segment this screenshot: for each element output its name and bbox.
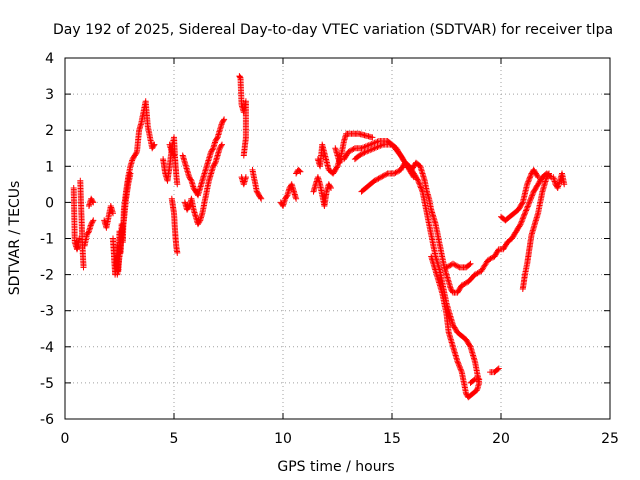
data-point-markers [332, 130, 376, 166]
data-point-markers [168, 195, 181, 256]
data-segment [498, 166, 542, 224]
x-tick-label: 0 [61, 431, 70, 447]
y-tick-label: -5 [40, 376, 54, 392]
x-tick-label: 20 [492, 431, 510, 447]
x-tick-label: 5 [170, 431, 179, 447]
x-tick-label: 10 [274, 431, 292, 447]
y-tick-label: 3 [45, 87, 54, 103]
y-tick-label: 2 [45, 123, 54, 139]
data-point-markers [179, 116, 228, 199]
data-point-markers [443, 260, 474, 271]
data-segment [487, 365, 502, 376]
data-point-markers [70, 185, 83, 253]
data-point-markers [181, 141, 225, 228]
data-segment [236, 73, 249, 159]
data-segment [81, 217, 97, 249]
data-segment [238, 174, 249, 188]
data-segment [86, 195, 97, 209]
y-axis-label: SDTVAR / TECUs [7, 181, 23, 296]
y-tick-label: 1 [45, 159, 54, 175]
data-point-markers [550, 170, 568, 191]
data-point-markers [293, 166, 304, 177]
data-point-markers [236, 73, 249, 159]
data-point-markers [519, 170, 552, 292]
data-segment [351, 141, 483, 401]
data-segment [277, 181, 300, 209]
data-segment [181, 141, 225, 228]
y-tick-label: -4 [40, 340, 54, 356]
data-point-markers [487, 365, 502, 376]
data-segment [168, 195, 181, 256]
data-point-markers [77, 177, 87, 271]
data-segment [101, 203, 116, 231]
y-tick-label: 4 [45, 51, 54, 67]
data-segment [467, 376, 483, 386]
data-point-markers [310, 174, 334, 209]
y-tick-label: 0 [45, 195, 54, 211]
data-segment [293, 166, 304, 177]
data-point-markers [249, 166, 265, 202]
x-tick-label: 25 [601, 431, 619, 447]
data-segment [77, 177, 87, 271]
data-segment [550, 170, 568, 191]
data-points [70, 73, 568, 401]
data-point-markers [277, 181, 300, 209]
data-point-markers [101, 203, 116, 231]
y-tick-label: -1 [40, 232, 54, 248]
data-point-markers [86, 195, 97, 209]
data-segment [70, 185, 83, 253]
x-tick-label: 15 [383, 431, 401, 447]
data-segment [249, 166, 265, 202]
x-axis-label: GPS time / hours [277, 459, 394, 475]
data-segment [519, 170, 552, 292]
data-point-markers [114, 170, 134, 278]
axis-ticks: 0 5 10 15 20 25 -6 -5 -4 -3 -2 -1 0 1 2 3 4 [40, 51, 619, 447]
data-segment [179, 116, 228, 199]
data-point-markers [351, 141, 483, 401]
y-tick-label: -2 [40, 268, 54, 284]
data-segment [332, 130, 376, 166]
data-point-markers [166, 141, 177, 159]
data-segment [314, 141, 343, 177]
data-segment [114, 170, 134, 278]
data-point-markers [238, 174, 249, 188]
data-point-markers [358, 159, 417, 195]
data-point-markers [467, 376, 483, 386]
data-segment [310, 174, 334, 209]
chart-title: Day 192 of 2025, Sidereal Day-to-day VTE… [53, 22, 613, 38]
y-tick-label: -3 [40, 304, 54, 320]
data-point-markers [498, 166, 542, 224]
data-point-markers [81, 217, 97, 249]
data-segment [358, 159, 417, 195]
y-tick-label: -6 [40, 412, 54, 428]
data-segment [443, 260, 474, 271]
data-point-markers [314, 141, 343, 177]
data-segment [166, 141, 177, 159]
